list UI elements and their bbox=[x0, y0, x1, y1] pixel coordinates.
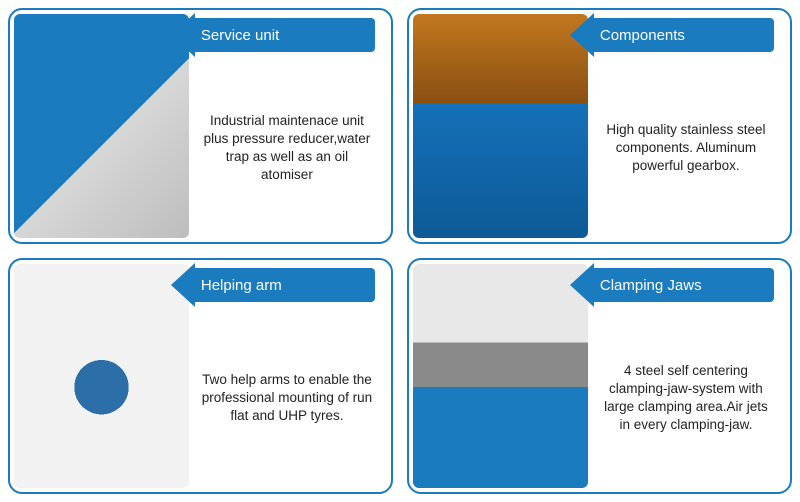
photo-helping-arm bbox=[10, 260, 193, 492]
label-text: Helping arm bbox=[177, 277, 282, 294]
description-service-unit: Industrial maintenace unit plus pressure… bbox=[193, 62, 381, 234]
photo-placeholder bbox=[14, 264, 189, 488]
content-clamping-jaws: Clamping Jaws 4 steel self centering cla… bbox=[592, 260, 790, 492]
photo-clamping-jaws bbox=[409, 260, 592, 492]
content-helping-arm: Helping arm Two help arms to enable the … bbox=[193, 260, 391, 492]
card-helping-arm: Helping arm Two help arms to enable the … bbox=[8, 258, 393, 494]
label-text: Components bbox=[576, 27, 685, 44]
card-components: Components High quality stainless steel … bbox=[407, 8, 792, 244]
card-service-unit: Service unit Industrial maintenace unit … bbox=[8, 8, 393, 244]
card-clamping-jaws: Clamping Jaws 4 steel self centering cla… bbox=[407, 258, 792, 494]
feature-grid: Service unit Industrial maintenace unit … bbox=[8, 8, 792, 494]
photo-placeholder bbox=[413, 14, 588, 238]
label-arrow-helping-arm: Helping arm bbox=[171, 268, 375, 302]
description-clamping-jaws: 4 steel self centering clamping-jaw-syst… bbox=[592, 312, 780, 484]
photo-placeholder bbox=[413, 264, 588, 488]
content-service-unit: Service unit Industrial maintenace unit … bbox=[193, 10, 391, 242]
content-components: Components High quality stainless steel … bbox=[592, 10, 790, 242]
label-text: Clamping Jaws bbox=[576, 277, 702, 294]
description-components: High quality stainless steel components.… bbox=[592, 62, 780, 234]
description-helping-arm: Two help arms to enable the professional… bbox=[193, 312, 381, 484]
photo-service-unit bbox=[10, 10, 193, 242]
photo-placeholder bbox=[14, 14, 189, 238]
label-text: Service unit bbox=[177, 27, 279, 44]
label-arrow-components: Components bbox=[570, 18, 774, 52]
label-arrow-service-unit: Service unit bbox=[171, 18, 375, 52]
photo-components bbox=[409, 10, 592, 242]
label-arrow-clamping-jaws: Clamping Jaws bbox=[570, 268, 774, 302]
